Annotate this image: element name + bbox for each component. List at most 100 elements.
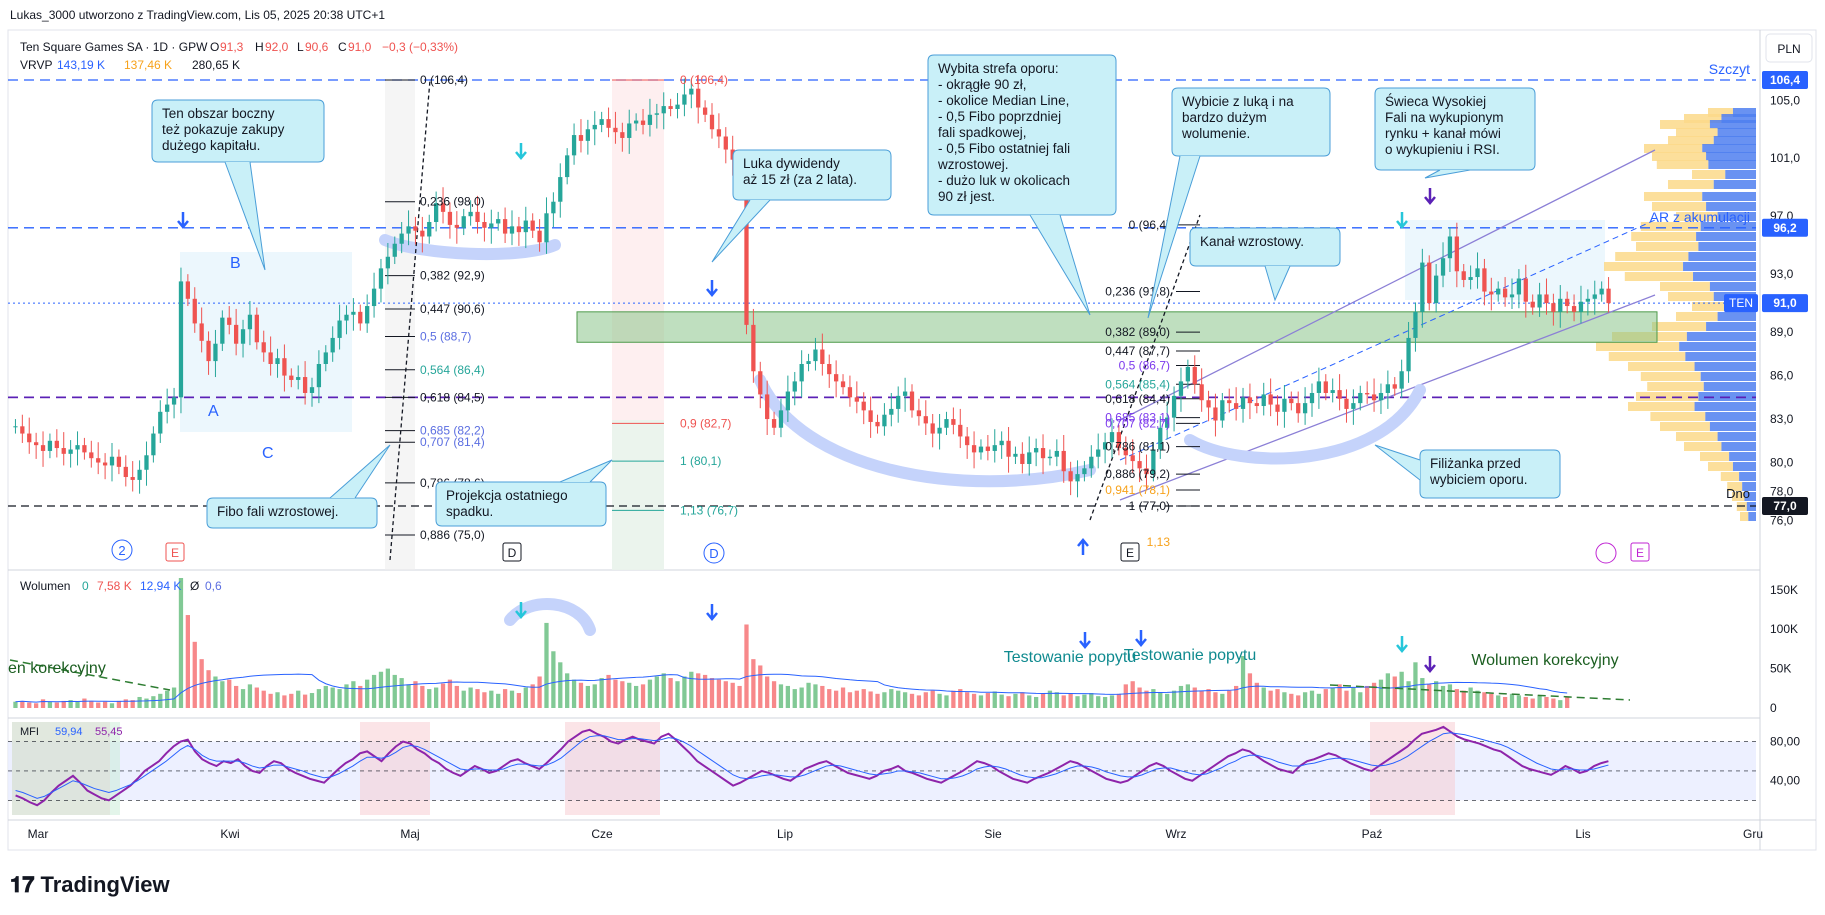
candle-body [1240,397,1246,409]
candle-body [1489,291,1494,295]
candle-body [116,456,122,467]
callout-breakout-line: wolumenie. [1181,126,1250,141]
candle-body [158,411,163,434]
candle-body [1282,398,1287,412]
volume-bar [1558,700,1563,708]
callout-cup-line: wybiciem oporu. [1429,472,1528,487]
vrvp-down-bar [1684,442,1722,451]
candle-body [192,298,197,324]
callout-dividend-tail [711,199,771,263]
vrvp-up: 143,19 K [57,58,105,72]
volume-bar [434,687,439,708]
fibo-shade-3 [612,420,664,570]
callout-resistance-line: - dużo luk w okolicach [938,173,1070,188]
callout-resistance-line: fali spadkowej, [938,125,1027,140]
candle-body [668,106,673,109]
mfi-legend-v1: 59,94 [55,726,83,738]
candle-body [868,410,873,422]
volume-bar [1509,693,1515,708]
candle-body [971,445,977,453]
mfi-overbought-zone [360,722,430,815]
candle-body [1599,288,1604,295]
candle-body [1434,275,1439,304]
fibo-label-2: 1 (77,0) [1129,499,1170,513]
mfi-pane[interactable]: 80,00 40,00 MFI 59,94 55,45 [8,722,1800,815]
volume-bar [1289,693,1294,708]
ohlc-change: −0,3 (−0,33%) [382,40,458,54]
volume-bar [827,689,832,708]
price-axis[interactable]: 105,0101,097,093,089,086,083,080,078,076… [1724,71,1808,527]
volume-bar [96,702,101,708]
candle-body [1330,390,1335,393]
cup-arc-2 [1184,384,1426,465]
vrvp-label: VRVP [20,58,52,72]
candle-body [496,219,501,224]
candle-body [785,391,790,411]
volume-bar [20,700,25,708]
volume-bar [61,700,66,708]
vrvp-down-bar [1652,152,1707,161]
candle-body [1571,306,1577,312]
candle-body [1047,456,1053,459]
volume-bar [675,681,680,708]
volume-bar [130,700,135,708]
time-label-5: Sie [984,827,1002,841]
fibo-diagonal-2 [1089,214,1201,521]
brand-logo[interactable]: 𝟏𝟕 TradingView [10,872,170,898]
vrvp-down-bar [1660,282,1710,291]
volume-bar [227,679,232,708]
candle-body [171,397,177,405]
volume-bar [1185,684,1190,708]
volume-bar [1565,696,1570,708]
price-tick: 76,0 [1770,513,1794,527]
vrvp-down-bar [1708,462,1733,471]
candle-body [820,349,825,364]
callout-channel-tail [1264,265,1291,302]
candle-body [1116,432,1122,449]
callout-channel: Kanał wzrostowy. [1189,227,1341,302]
volume-bar [1475,690,1480,708]
volume-bar [1351,687,1356,708]
volume-bar [1275,689,1280,708]
callout-candle-box [1374,87,1536,171]
candle-body [220,317,225,344]
volume-bar [75,701,80,708]
legend-symbol[interactable]: Ten Square Games SA · 1D · GPW O 91,3 H … [20,40,458,54]
legend-vrvp[interactable]: VRVP 143,19 K 137,46 K 280,65 K [20,58,240,72]
callout-resistance-line: Wybita strefa oporu: [938,61,1059,76]
vrvp-up-bar [1709,282,1756,291]
volume-legend-v4-label: Ø [190,579,199,593]
volume-bar [1268,690,1273,708]
currency-button[interactable]: PLN [1765,33,1813,63]
vrvp-up-bar [1717,312,1756,321]
callout-resistance-box [927,54,1117,216]
volume-bar [123,699,128,708]
candle-body [1523,278,1528,302]
candle-body [1427,262,1432,304]
time-axis[interactable]: Mar Kwi Maj Cze Lip Sie Wrz Paź Lis Gru [28,827,1763,841]
candle-body [89,452,94,459]
volume-bar [1468,687,1473,708]
price-tick: 89,0 [1770,325,1794,339]
price-tick: 83,0 [1770,412,1794,426]
volume-bar [723,681,728,708]
vrvp-up-bar [1679,342,1756,351]
mfi-tick: 80,00 [1770,735,1800,749]
volume-bar [1061,695,1066,708]
vrvp-up-bar [1694,362,1756,371]
candle-body [1551,303,1556,312]
volume-bar [654,676,659,708]
candle-body [1206,400,1211,408]
vrvp-up-bar [1700,222,1756,231]
volume-bar [475,689,480,708]
candle-body [854,397,859,402]
volume-bar [951,690,956,708]
ohlc-h-value: 92,0 [265,40,289,54]
candle-body [647,114,653,125]
volume-pane[interactable]: 150K 100K 50K 0 Wolumen 0 7,58 K 12,94 K Ø 0,6 Tes… [8,578,1798,715]
candle-body [296,377,301,380]
candle-body [613,127,618,133]
candle-body [1151,449,1156,475]
vrvp-up-bar [1696,232,1756,241]
